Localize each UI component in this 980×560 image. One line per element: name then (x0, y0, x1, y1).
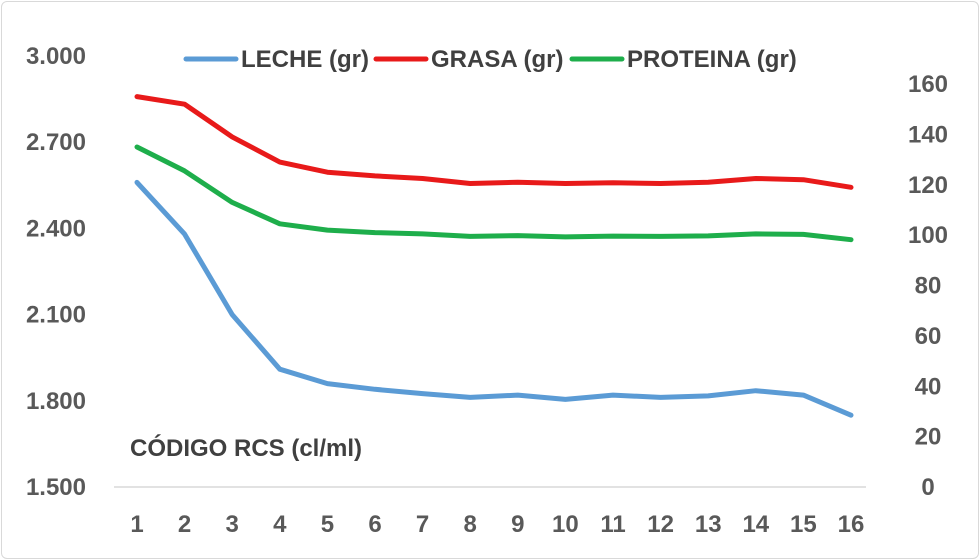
annotation-label: CÓDIGO RCS (cl/ml) (130, 434, 362, 462)
legend-label: PROTEINA (gr) (627, 46, 797, 73)
x-axis-tick-label: 15 (790, 511, 817, 538)
x-axis-tick-label: 4 (273, 511, 287, 538)
right-axis-tick-label: 40 (915, 373, 942, 400)
left-axis-tick-label: 1.800 (26, 388, 86, 415)
right-axis-tick-label: 0 (921, 474, 934, 501)
legend-label: LECHE (gr) (241, 46, 369, 73)
x-axis-tick-label: 12 (647, 511, 674, 538)
left-axis-tick-label: 1.500 (26, 474, 86, 501)
right-axis-tick-label: 140 (908, 121, 948, 148)
left-axis-tick-label: 2.400 (26, 215, 86, 242)
series-line (134, 144, 854, 243)
x-axis-tick-label: 2 (178, 511, 191, 538)
x-axis-tick-label: 5 (321, 511, 334, 538)
legend-label: GRASA (gr) (431, 46, 563, 73)
right-axis-tick-label: 80 (915, 273, 942, 300)
x-axis-ticks: 1 2 3 4 5 6 7 8 9 10 11 12 13 14 15 16 (130, 511, 864, 538)
series-line (134, 94, 854, 190)
left-axis-tick-label: 2.100 (26, 302, 86, 329)
right-axis-tick-label: 160 (908, 71, 948, 98)
right-axis-tick-label: 20 (915, 424, 942, 451)
x-axis-tick-label: 8 (464, 511, 477, 538)
x-axis-tick-label: 3 (226, 511, 239, 538)
x-axis-tick-label: 14 (742, 511, 769, 538)
left-axis-tick-label: 2.700 (26, 129, 86, 156)
right-axis-tick-label: 60 (915, 323, 942, 350)
x-axis-tick-label: 9 (511, 511, 524, 538)
left-axis-ticks: 1.500 1.800 2.100 2.400 2.700 3.000 (26, 43, 86, 501)
x-axis-tick-label: 1 (130, 511, 143, 538)
series-lines (134, 94, 854, 418)
x-axis-tick-label: 7 (416, 511, 429, 538)
right-axis-ticks: 0 20 40 60 80 100 120 140 160 (908, 71, 948, 501)
x-axis-tick-label: 16 (838, 511, 865, 538)
left-axis-tick-label: 3.000 (26, 43, 86, 70)
right-axis-tick-label: 120 (908, 172, 948, 199)
series-line (134, 179, 854, 418)
x-axis-tick-label: 10 (552, 511, 579, 538)
x-axis-tick-label: 11 (600, 511, 625, 538)
legend: LECHE (gr) GRASA (gr) PROTEINA (gr) (183, 46, 797, 73)
x-axis-tick-label: 6 (368, 511, 381, 538)
right-axis-tick-label: 100 (908, 222, 948, 249)
x-axis-tick-label: 13 (695, 511, 722, 538)
